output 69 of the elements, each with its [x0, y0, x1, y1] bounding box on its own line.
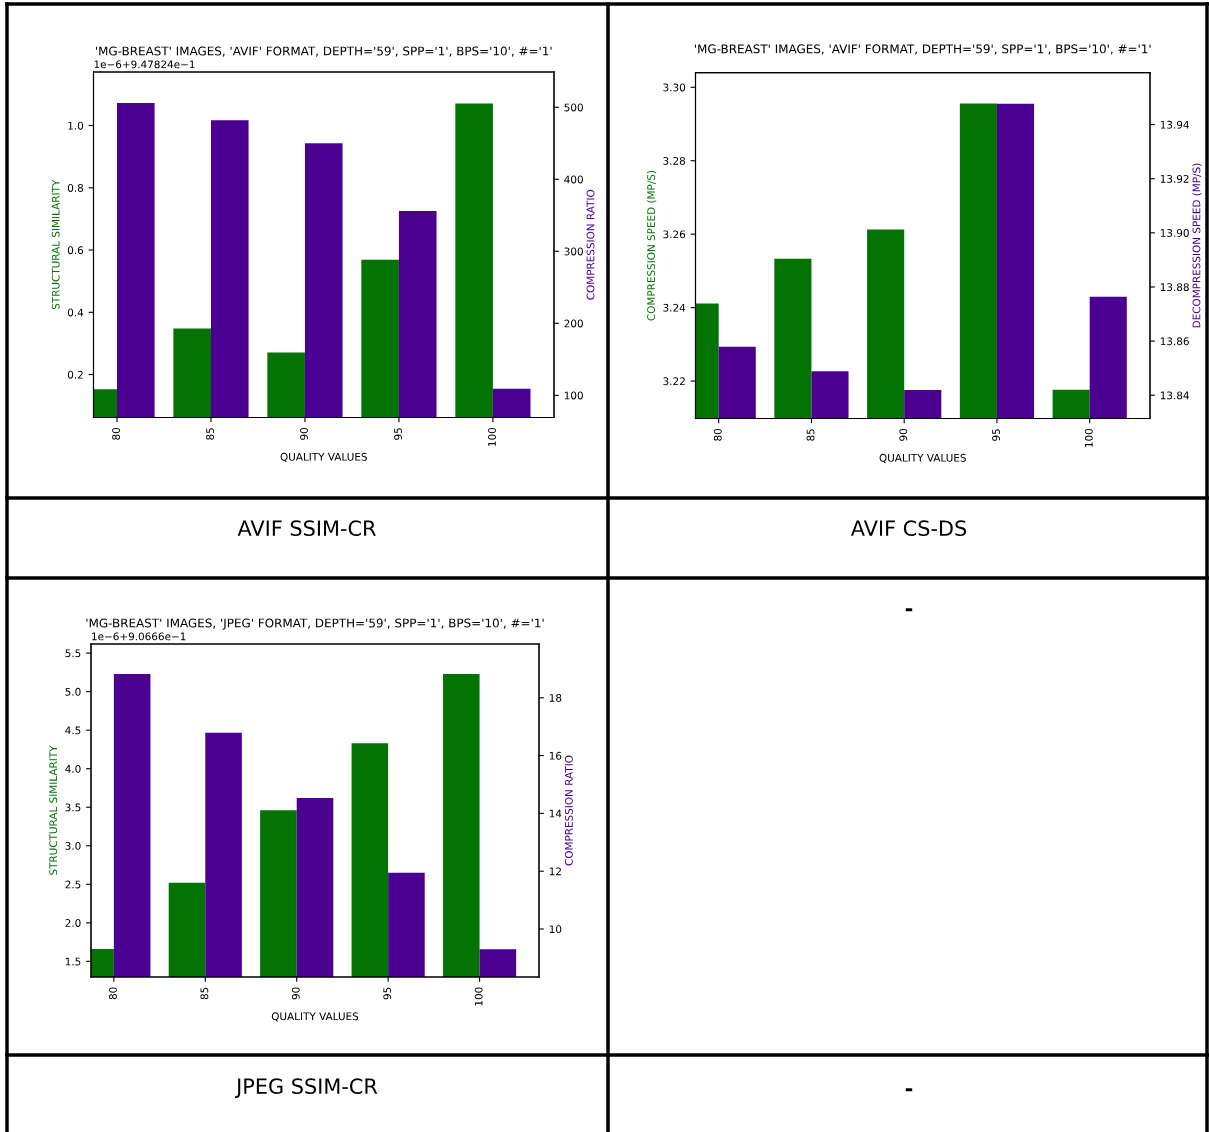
text: JPEG SSIM-CR [235, 1078, 378, 1098]
y-tick-label: 4.5 [65, 726, 81, 735]
x-tick-label: 95 [992, 429, 1000, 441]
y2-tick-label: 13.94 [1160, 120, 1189, 129]
y2-tick-label: 13.88 [1160, 283, 1189, 292]
text: 1e−6+9.0666e−1 [92, 632, 186, 641]
y2-tick-label: 13.86 [1160, 337, 1189, 346]
y2-tick-label: 13.90 [1160, 229, 1189, 237]
y2-tick-label: 16 [549, 751, 562, 760]
y-tick-label: 5.5 [65, 649, 81, 658]
y-tick-label: 3.0 [65, 841, 81, 850]
y-tick-label: 5.0 [65, 687, 81, 696]
y-axis-title: STRUCTURAL SIMILARITY [51, 179, 60, 310]
y2-tick-label: 18 [549, 693, 562, 702]
text: - [905, 608, 913, 612]
y-axis-title: COMPRESSION SPEED (MP/S) [646, 170, 657, 321]
y-axis-title: STRUCTURAL SIMILARITY [49, 745, 58, 875]
x-axis-title: QUALITY VALUES [271, 1012, 359, 1022]
y2-tick-label: 13.84 [1160, 391, 1189, 400]
y-tick-label: 1.5 [65, 957, 81, 966]
y-tick-label: 3.5 [65, 803, 81, 812]
y-tick-label: 2.5 [65, 880, 81, 889]
y-tick-label: 3.24 [663, 303, 686, 312]
y2-tick-label: 10 [549, 925, 562, 934]
y-tick-label: 4.0 [65, 764, 81, 773]
x-tick-label: 90 [291, 987, 300, 1000]
x-tick-label: 80 [112, 427, 121, 440]
x-tick-label: 95 [394, 428, 402, 440]
x-tick-label: 90 [300, 427, 308, 440]
y-tick-label: 3.28 [663, 156, 686, 165]
y-tick-label: 0.8 [67, 184, 84, 192]
x-tick-label: 90 [899, 428, 908, 441]
y-tick-label: 3.22 [663, 377, 685, 386]
y2-tick-label: 300 [564, 247, 583, 256]
y2-tick-label: 500 [564, 103, 583, 112]
x-tick-label: 95 [383, 987, 392, 1000]
x-tick-label: 85 [200, 987, 209, 1000]
x-axis-title: QUALITY VALUES [280, 452, 367, 462]
y2-axis-title: DECOMPRESSION SPEED (MP/S) [1192, 163, 1202, 328]
y-tick-label: 0.2 [67, 370, 83, 379]
y-tick-label: 2.0 [65, 919, 81, 927]
x-tick-label: 100 [1084, 428, 1093, 447]
y2-tick-label: 400 [564, 175, 583, 184]
chart-title: 'MG-BREAST' IMAGES, 'AVIF' FORMAT, DEPTH='59', SPP='1', BPS='10', #='1' [95, 46, 552, 57]
y2-tick-label: 13.92 [1160, 174, 1189, 183]
x-tick-label: 80 [109, 987, 117, 1000]
y-tick-label: 3.26 [663, 230, 686, 239]
x-tick-label: 80 [713, 428, 722, 441]
y2-tick-label: 12 [549, 867, 561, 876]
text: AVIF CS-DS [850, 520, 967, 537]
text: AVIF SSIM-CR [237, 520, 376, 537]
y-tick-label: 3.30 [663, 83, 686, 92]
chart-title: 'MG-BREAST' IMAGES, 'AVIF' FORMAT, DEPTH='59', SPP='1', BPS='10', #='1' [694, 44, 1151, 55]
x-tick-label: 85 [806, 429, 815, 441]
y2-tick-label: 14 [549, 809, 562, 818]
y2-axis-title: COMPRESSION RATIO [586, 189, 595, 300]
y-tick-label: 0.6 [67, 246, 84, 255]
x-axis-title: QUALITY VALUES [879, 453, 966, 463]
text: - [905, 1088, 913, 1092]
text: 1e−6+9.47824e−1 [94, 60, 195, 69]
y2-tick-label: 200 [564, 319, 583, 328]
x-tick-label: 100 [474, 987, 483, 1006]
y2-tick-label: 100 [564, 391, 583, 400]
x-tick-label: 100 [488, 427, 496, 446]
y-tick-label: 0.4 [67, 308, 84, 317]
y-tick-label: 1.0 [68, 121, 84, 130]
x-tick-label: 85 [206, 428, 214, 440]
chart-title: 'MG-BREAST' IMAGES, 'JPEG' FORMAT, DEPTH='59', SPP='1', BPS='10', #='1' [86, 618, 544, 630]
y2-axis-title: COMPRESSION RATIO [564, 755, 573, 866]
